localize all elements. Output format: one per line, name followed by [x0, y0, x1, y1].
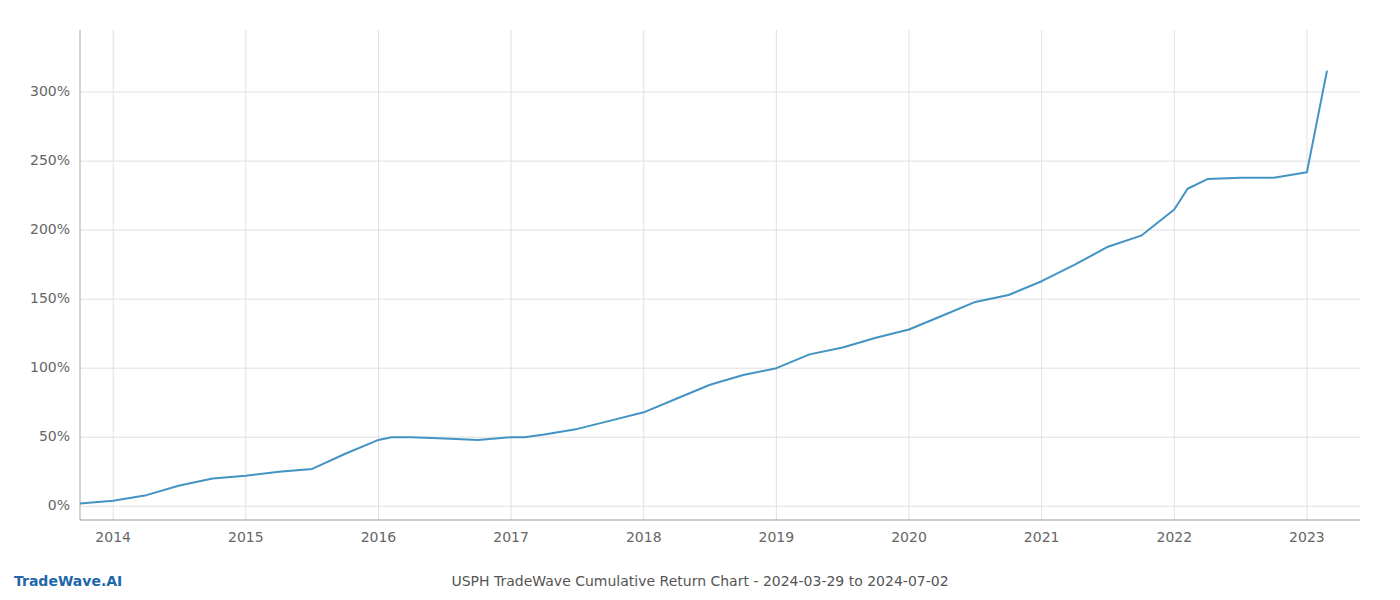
y-tick-label: 300%	[30, 83, 70, 99]
x-grid-line	[1041, 30, 1042, 520]
x-tick-label: 2015	[228, 529, 264, 545]
x-grid-line	[378, 30, 379, 520]
y-tick-label: 0%	[48, 497, 70, 513]
x-axis-line	[80, 520, 1360, 521]
y-axis-line	[80, 30, 81, 520]
series-group	[80, 71, 1327, 503]
y-grid-line	[80, 368, 1360, 369]
title: USPH TradeWave Cumulative Return Chart -…	[451, 573, 948, 589]
x-grid-line	[511, 30, 512, 520]
x-tick-label: 2014	[95, 529, 131, 545]
grid	[80, 30, 1360, 520]
y-grid-line	[80, 230, 1360, 231]
x-grid-line	[113, 30, 114, 520]
x-grid-line	[643, 30, 644, 520]
y-tick-label: 50%	[39, 428, 70, 444]
axes: 0% 50% 100% 150% 200% 250% 300% 2014 2015 2016 201…	[30, 30, 1360, 545]
y-grid-line	[80, 506, 1360, 507]
x-tick-label: 2019	[759, 529, 795, 545]
x-tick-label: 2017	[493, 529, 529, 545]
x-grid-line	[909, 30, 910, 520]
y-tick-label: 100%	[30, 359, 70, 375]
y-grid-line	[80, 92, 1360, 93]
y-grid-line	[80, 161, 1360, 162]
x-tick-label: 2021	[1024, 529, 1060, 545]
x-tick-label: 2023	[1289, 529, 1325, 545]
x-grid-line	[1174, 30, 1175, 520]
watermark: TradeWave.AI	[14, 573, 122, 589]
x-tick-label: 2020	[891, 529, 927, 545]
y-tick-label: 150%	[30, 290, 70, 306]
x-tick-label: 2016	[361, 529, 397, 545]
y-tick-label: 200%	[30, 221, 70, 237]
chart: 0% 50% 100% 150% 200% 250% 300% 2014 2015 2016 201…	[0, 0, 1400, 600]
x-grid-line	[1306, 30, 1307, 520]
x-tick-label: 2022	[1156, 529, 1192, 545]
y-grid-line	[80, 299, 1360, 300]
y-tick-label: 250%	[30, 152, 70, 168]
data-line	[80, 71, 1327, 503]
x-grid-line	[245, 30, 246, 520]
x-tick-label: 2018	[626, 529, 662, 545]
y-grid-line	[80, 437, 1360, 438]
x-grid-line	[776, 30, 777, 520]
